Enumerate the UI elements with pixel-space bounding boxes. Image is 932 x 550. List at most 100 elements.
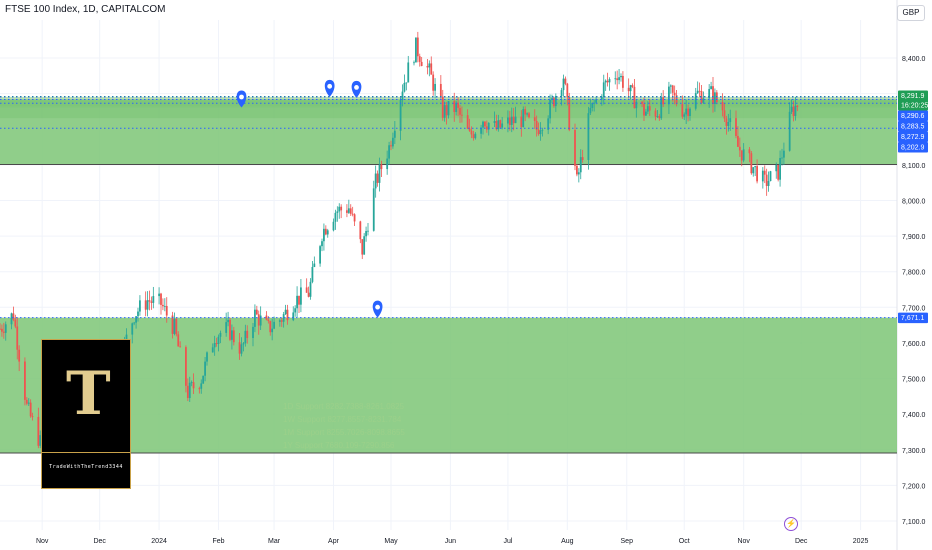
candle-body: [714, 92, 716, 104]
candle-body: [480, 127, 482, 134]
support-zone: [0, 317, 897, 453]
candle-body: [37, 416, 40, 446]
candle-body: [177, 334, 180, 347]
candle-body: [175, 319, 178, 335]
candle-body: [225, 322, 228, 333]
candle-body: [254, 309, 256, 327]
candle-body: [2, 331, 5, 333]
candle-body: [441, 96, 444, 118]
candle-body: [633, 86, 636, 109]
candle-body: [694, 93, 697, 109]
candle-body: [323, 228, 325, 242]
candle-body: [656, 116, 659, 117]
candle-body: [211, 347, 214, 353]
price-tag: [898, 312, 928, 324]
candle-body: [269, 321, 272, 333]
candle-body: [574, 130, 576, 166]
candle-body: [336, 211, 339, 213]
candle-body: [240, 344, 243, 354]
candle-body: [564, 78, 567, 84]
candle-body: [614, 78, 617, 80]
candle-body: [305, 287, 308, 293]
price-tag: [898, 142, 928, 153]
x-tick-label: 2024: [151, 538, 167, 545]
candle-body: [708, 88, 711, 99]
candle-body: [687, 108, 689, 116]
candle-body: [524, 109, 527, 115]
candle-body: [738, 146, 741, 151]
candle-body: [365, 231, 367, 237]
y-tick-label: 7,300.0: [902, 448, 925, 455]
candle-body: [660, 97, 663, 119]
candle-body: [577, 172, 580, 175]
logo-letter: T: [66, 359, 111, 429]
candle-body: [252, 326, 254, 339]
candle-body: [349, 208, 352, 214]
candle-body: [242, 343, 245, 345]
candle-body: [300, 287, 302, 305]
candle-body: [729, 118, 732, 123]
candle-body: [447, 101, 450, 116]
y-tick-label: 7,600.0: [902, 341, 925, 348]
candle-body: [165, 305, 168, 316]
candle-body: [346, 210, 348, 213]
candle-body: [461, 114, 463, 116]
candle-body: [428, 63, 431, 68]
candles: [0, 31, 799, 449]
candle-body: [499, 120, 502, 128]
y-tick-label: 7,400.0: [902, 412, 925, 419]
candle-body: [179, 346, 182, 348]
candle-body: [415, 37, 417, 63]
y-tick-label: 8,400.0: [902, 56, 925, 63]
candle-body: [622, 75, 624, 88]
candle-body: [351, 213, 354, 215]
candle-body: [777, 164, 780, 180]
candle-body: [213, 343, 216, 348]
candle-body: [413, 62, 415, 64]
location-pin-icon: [324, 79, 335, 97]
candle-body: [512, 116, 515, 124]
candle-body: [280, 320, 283, 322]
candle-body: [595, 99, 597, 103]
candle-body: [562, 78, 565, 91]
y-tick-label: 8,100.0: [902, 163, 925, 170]
candle-body: [244, 330, 247, 344]
candle-body: [593, 102, 596, 104]
candle-body: [152, 296, 155, 303]
x-tick-label: Nov: [737, 538, 750, 545]
candle-body: [763, 170, 766, 175]
candle-body: [457, 102, 459, 108]
candle-body: [645, 111, 647, 116]
price-tag: [898, 90, 928, 111]
candle-body: [445, 105, 448, 116]
candle-body: [702, 98, 705, 103]
candle-body: [750, 153, 753, 174]
candle-body: [710, 86, 712, 89]
candle-body: [683, 114, 686, 117]
candle-body: [748, 149, 751, 154]
price-lines: [0, 96, 897, 319]
price-tag-label: 7,671.1: [901, 315, 924, 322]
x-tick-label: Sep: [621, 538, 634, 545]
candle-body: [321, 241, 323, 247]
candle-body: [133, 322, 136, 324]
candle-body: [767, 181, 770, 186]
candle-body: [39, 435, 42, 446]
candle-body: [332, 221, 335, 231]
candle-body: [648, 106, 651, 111]
candle-body: [403, 82, 406, 92]
x-tick-label: Aug: [561, 538, 574, 545]
price-tag-label: 8,291.9: [901, 93, 924, 100]
candle-body: [219, 332, 222, 337]
currency-button[interactable]: GBP: [897, 5, 925, 21]
candle-body: [27, 402, 30, 404]
candle-body: [434, 83, 436, 91]
candle-body: [535, 120, 538, 130]
candle-body: [742, 149, 745, 161]
candle-body: [643, 103, 645, 116]
bolt-icon[interactable]: ⚡: [784, 517, 798, 531]
location-pin-icon: [236, 90, 247, 108]
candle-body: [186, 385, 189, 399]
candle-body: [286, 309, 289, 321]
